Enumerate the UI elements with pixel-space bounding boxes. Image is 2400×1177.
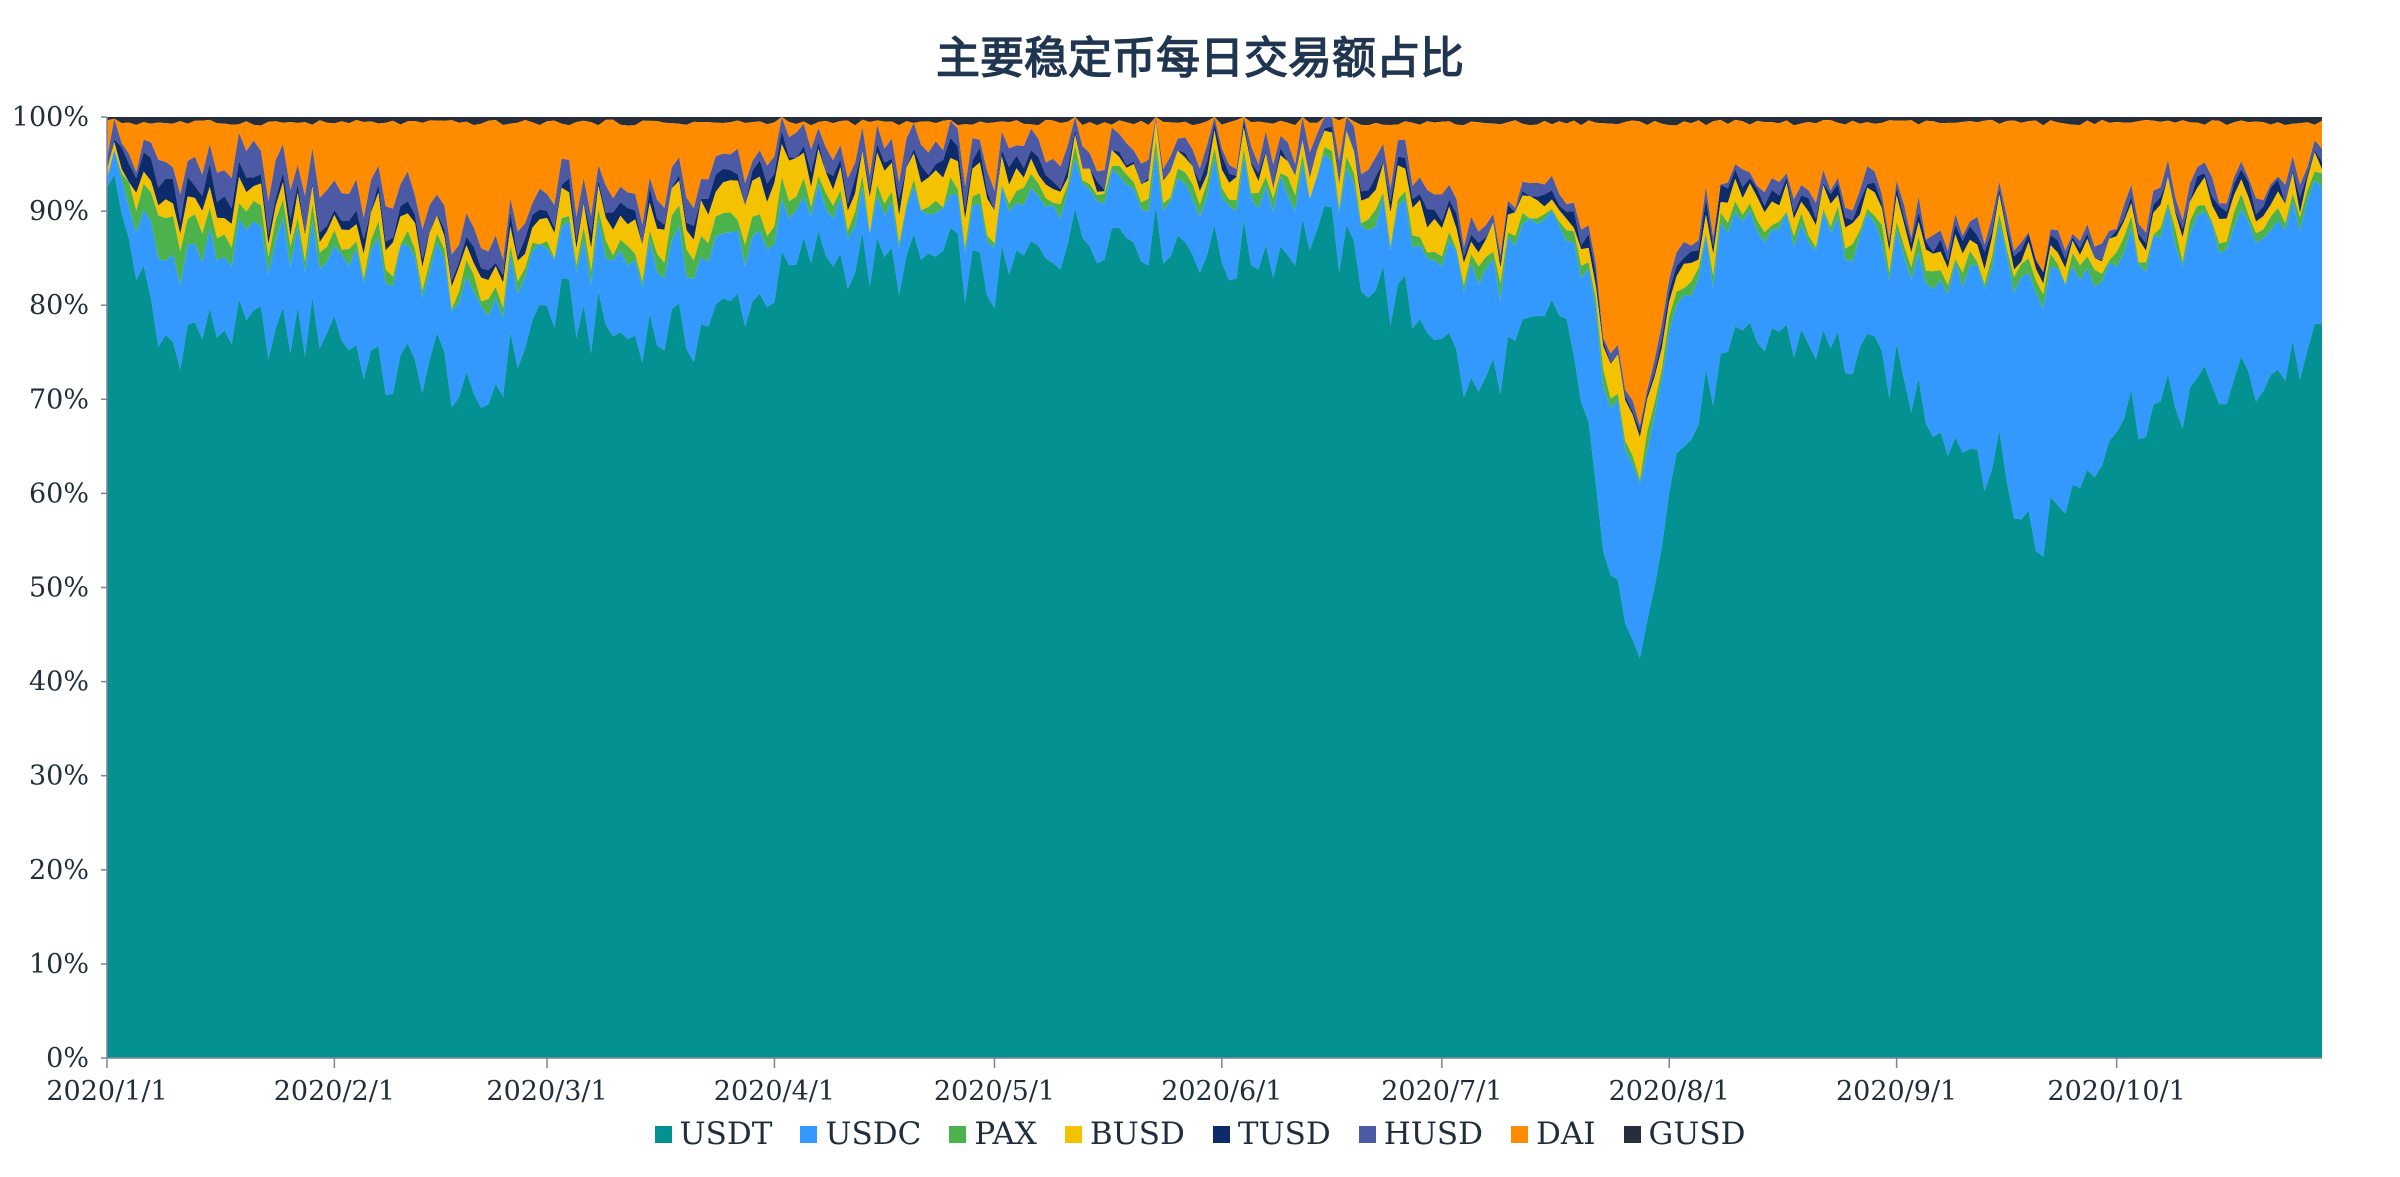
x-tick-label: 2020/6/1 — [1161, 1076, 1282, 1107]
legend-swatch — [1212, 1125, 1230, 1143]
legend-swatch — [1358, 1125, 1376, 1143]
area-series-husd — [107, 117, 2322, 431]
area-series-tusd — [107, 120, 2322, 438]
x-tick-label: 2020/10/1 — [2047, 1076, 2185, 1107]
legend-swatch — [800, 1125, 818, 1143]
legend-swatch — [1064, 1125, 1082, 1143]
legend-item-usdt: USDT — [654, 1116, 773, 1152]
legend-label: USDC — [825, 1116, 922, 1152]
y-tick-label: 30% — [29, 761, 89, 792]
legend-label: HUSD — [1383, 1116, 1483, 1152]
legend-label: GUSD — [1648, 1116, 1746, 1152]
legend-label: BUSD — [1089, 1116, 1185, 1152]
y-tick-label: 40% — [29, 667, 89, 698]
legend-label: USDT — [679, 1116, 773, 1152]
area-series-usdt — [107, 174, 2322, 1058]
legend-label: PAX — [974, 1116, 1037, 1152]
area-series-gusd — [107, 117, 2322, 126]
x-tick-label: 2020/2/1 — [274, 1076, 395, 1107]
x-tick-label: 2020/7/1 — [1381, 1076, 1502, 1107]
y-tick-label: 60% — [29, 478, 89, 509]
legend-item-husd: HUSD — [1358, 1116, 1483, 1152]
legend-label: TUSD — [1237, 1116, 1331, 1152]
x-tick-label: 2020/4/1 — [714, 1076, 835, 1107]
y-tick-label: 0% — [46, 1043, 89, 1074]
area-series-dai — [107, 117, 2322, 427]
y-tick-label: 90% — [29, 196, 89, 227]
y-tick-label: 10% — [29, 949, 89, 980]
y-tick-label: 100% — [12, 102, 89, 133]
y-tick-label: 20% — [29, 855, 89, 886]
legend-label: DAI — [1536, 1116, 1596, 1152]
chart-title: 主要稳定币每日交易额占比 — [936, 33, 1464, 84]
y-tick-label: 70% — [29, 384, 89, 415]
x-tick-label: 2020/8/1 — [1609, 1076, 1730, 1107]
legend-item-pax: PAX — [949, 1116, 1037, 1152]
x-tick-label: 2020/1/1 — [46, 1076, 167, 1107]
legend: USDT USDC PAX BUSD TUSD HUSD DAI GUSD — [0, 1116, 2400, 1152]
legend-item-dai: DAI — [1511, 1116, 1596, 1152]
area-series-busd — [107, 121, 2322, 480]
area-series-usdc — [107, 149, 2322, 659]
legend-swatch — [1623, 1125, 1641, 1143]
x-tick-label: 2020/3/1 — [486, 1076, 607, 1107]
x-tick-label: 2020/9/1 — [1836, 1076, 1957, 1107]
legend-swatch — [1511, 1125, 1528, 1143]
legend-item-busd: BUSD — [1064, 1116, 1185, 1152]
legend-item-tusd: TUSD — [1212, 1116, 1331, 1152]
y-tick-label: 80% — [29, 290, 89, 321]
legend-item-gusd: GUSD — [1623, 1116, 1746, 1152]
x-tick-label: 2020/5/1 — [934, 1076, 1055, 1107]
legend-swatch — [949, 1125, 967, 1143]
legend-swatch — [654, 1125, 672, 1143]
area-series-group — [107, 117, 2322, 1058]
y-tick-label: 50% — [29, 573, 89, 604]
legend-item-usdc: USDC — [800, 1116, 921, 1152]
